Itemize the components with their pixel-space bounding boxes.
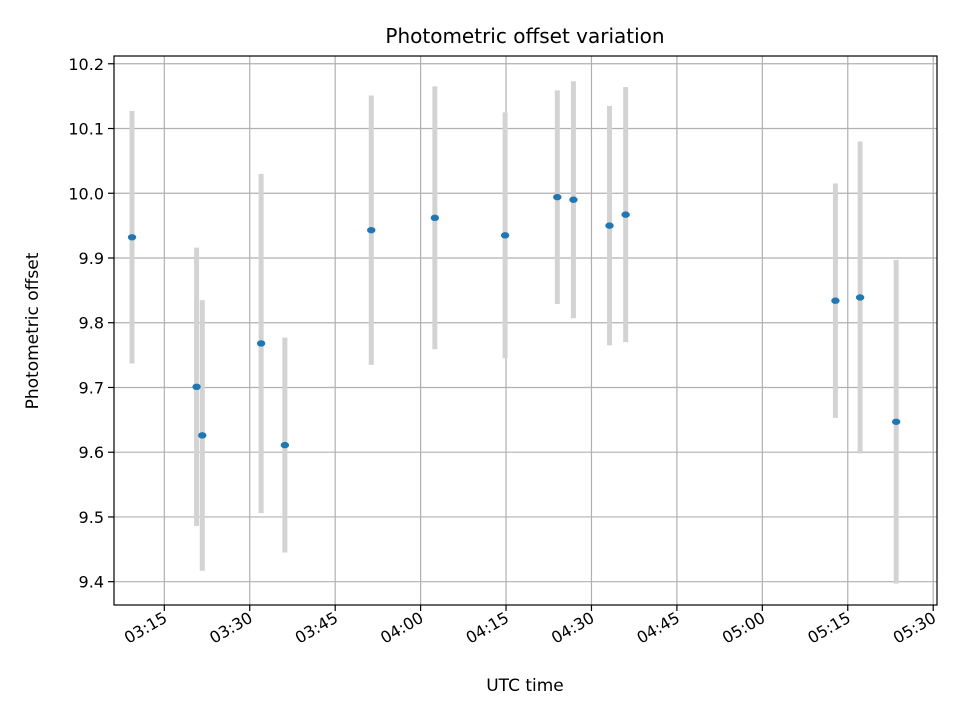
data-point [430,214,440,222]
plot-frame [113,55,938,606]
y-tick-label: 10.1 [68,120,104,139]
data-point [256,340,266,347]
data-points [127,193,901,449]
x-axis-title: UTC time [486,676,564,696]
y-tick-label: 10.0 [68,184,104,203]
data-point [605,222,614,229]
grid [114,56,937,605]
y-tick-label: 9.6 [79,443,104,462]
data-point [500,232,510,239]
data-point [367,226,376,234]
data-point [553,193,562,201]
data-point [621,211,630,218]
y-tick-label: 9.9 [79,249,104,268]
data-point [855,294,865,301]
data-point [280,441,290,449]
data-point [198,432,207,439]
data-point [127,234,137,241]
y-tick-label: 10.2 [68,55,104,74]
y-tick-label: 9.5 [79,508,104,527]
y-axis: 9.4 9.5 9.6 9.7 9.8 9.9 10.0 10.1 10.2 [68,55,114,592]
data-point [891,418,901,425]
data-point [831,297,840,304]
y-tick-label: 9.4 [79,573,104,592]
chart-title: Photometric offset variation [385,24,664,48]
y-axis-title: Photometric offset [23,252,43,409]
data-point [569,196,578,203]
y-tick-label: 9.7 [79,378,104,397]
y-tick-label: 9.8 [79,314,104,333]
data-point [192,383,201,391]
